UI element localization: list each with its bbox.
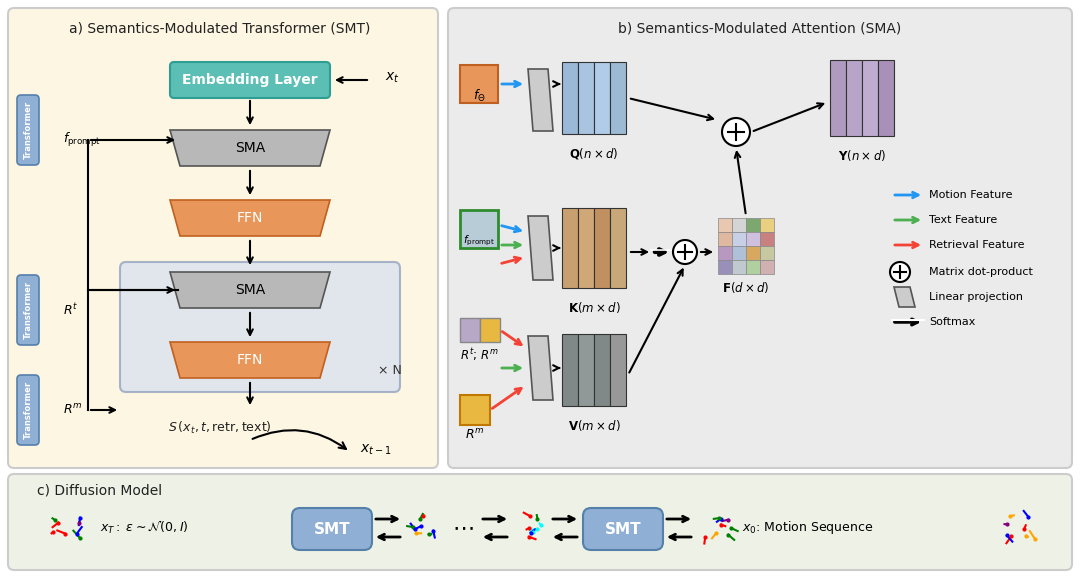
Text: $\mathbf{Q}(n \times d)$: $\mathbf{Q}(n \times d)$ <box>569 146 619 161</box>
Bar <box>594 208 610 288</box>
Bar <box>594 334 610 406</box>
Polygon shape <box>170 200 330 236</box>
Text: Softmax: Softmax <box>929 317 975 327</box>
FancyBboxPatch shape <box>17 95 39 165</box>
Bar <box>760 246 774 260</box>
Text: SMA: SMA <box>234 141 265 155</box>
Text: Embedding Layer: Embedding Layer <box>183 73 318 87</box>
Bar <box>746 260 760 274</box>
FancyBboxPatch shape <box>120 262 400 392</box>
Bar <box>718 246 732 260</box>
FancyBboxPatch shape <box>8 474 1072 570</box>
Bar <box>732 246 746 260</box>
Bar <box>718 218 732 232</box>
Bar <box>460 318 480 342</box>
Circle shape <box>673 240 697 264</box>
Text: Transformer: Transformer <box>24 281 32 339</box>
Text: SMT: SMT <box>605 522 642 537</box>
Text: c) Diffusion Model: c) Diffusion Model <box>38 483 163 497</box>
Bar <box>610 208 626 288</box>
Bar <box>732 218 746 232</box>
Polygon shape <box>528 336 553 400</box>
FancyBboxPatch shape <box>448 8 1072 468</box>
Text: FFN: FFN <box>237 353 264 367</box>
Text: $f_{\Theta}$: $f_{\Theta}$ <box>473 88 485 104</box>
FancyBboxPatch shape <box>17 275 39 345</box>
Bar <box>460 210 498 248</box>
Text: $\mathbf{F}(d \times d)$: $\mathbf{F}(d \times d)$ <box>723 280 770 295</box>
Bar <box>562 334 578 406</box>
Bar <box>460 65 498 103</box>
Polygon shape <box>170 342 330 378</box>
Text: b) Semantics-Modulated Attention (SMA): b) Semantics-Modulated Attention (SMA) <box>619 21 902 35</box>
Bar <box>732 232 746 246</box>
Bar <box>594 62 610 134</box>
Bar <box>562 62 578 134</box>
Text: Transformer: Transformer <box>24 381 32 439</box>
Bar <box>746 232 760 246</box>
FancyBboxPatch shape <box>170 62 330 98</box>
Polygon shape <box>528 216 553 280</box>
Bar <box>878 60 894 136</box>
FancyBboxPatch shape <box>292 508 372 550</box>
Bar <box>746 246 760 260</box>
Bar <box>718 260 732 274</box>
Text: $x_T:\;\epsilon\sim\mathcal{N}(0,I)$: $x_T:\;\epsilon\sim\mathcal{N}(0,I)$ <box>100 519 189 535</box>
Text: $\mathbf{K}(m \times d)$: $\mathbf{K}(m \times d)$ <box>568 300 620 315</box>
Text: SMT: SMT <box>313 522 350 537</box>
Text: Text Feature: Text Feature <box>929 215 997 225</box>
Text: $\mathbf{V}(m \times d)$: $\mathbf{V}(m \times d)$ <box>568 418 620 433</box>
Bar <box>732 260 746 274</box>
Circle shape <box>890 262 910 282</box>
Text: $x_t$: $x_t$ <box>384 71 400 85</box>
Text: Motion Feature: Motion Feature <box>929 190 1013 200</box>
Bar <box>480 318 500 342</box>
Text: $x_0$: Motion Sequence: $x_0$: Motion Sequence <box>742 519 874 535</box>
Text: Transformer: Transformer <box>24 101 32 159</box>
Text: SMA: SMA <box>234 283 265 297</box>
Text: $R^m$: $R^m$ <box>465 428 485 442</box>
Text: $R^m$: $R^m$ <box>63 403 82 417</box>
FancyArrowPatch shape <box>253 430 346 449</box>
Text: FFN: FFN <box>237 211 264 225</box>
Bar <box>578 62 594 134</box>
Bar <box>610 334 626 406</box>
Bar <box>578 208 594 288</box>
Polygon shape <box>528 69 553 131</box>
Text: $R^t;\,R^m$: $R^t;\,R^m$ <box>460 347 500 364</box>
Bar <box>760 218 774 232</box>
Text: Retrieval Feature: Retrieval Feature <box>929 240 1025 250</box>
Bar <box>831 60 846 136</box>
Bar <box>610 62 626 134</box>
Bar <box>718 232 732 246</box>
Text: Matrix dot-product: Matrix dot-product <box>929 267 1032 277</box>
Text: $f_{\mathrm{prompt}}$: $f_{\mathrm{prompt}}$ <box>63 131 102 149</box>
Bar <box>562 208 578 288</box>
FancyBboxPatch shape <box>583 508 663 550</box>
Bar <box>460 395 490 425</box>
Polygon shape <box>170 130 330 166</box>
Circle shape <box>723 118 750 146</box>
Text: $S\,(x_t, t, \mathrm{retr, text})$: $S\,(x_t, t, \mathrm{retr, text})$ <box>168 420 272 436</box>
Text: $\mathbf{Y}(n \times d)$: $\mathbf{Y}(n \times d)$ <box>838 148 886 163</box>
Text: × N: × N <box>378 364 402 377</box>
FancyBboxPatch shape <box>17 375 39 445</box>
Bar <box>746 218 760 232</box>
Text: $x_{t-1}$: $x_{t-1}$ <box>360 443 392 457</box>
Text: $f_{\mathrm{prompt}}$: $f_{\mathrm{prompt}}$ <box>463 234 495 248</box>
Text: $R^t$: $R^t$ <box>63 302 78 318</box>
FancyBboxPatch shape <box>8 8 438 468</box>
Bar <box>846 60 862 136</box>
Polygon shape <box>894 287 915 307</box>
Text: $\cdots$: $\cdots$ <box>453 517 474 537</box>
Polygon shape <box>170 272 330 308</box>
Bar <box>760 232 774 246</box>
Bar <box>862 60 878 136</box>
Bar <box>760 260 774 274</box>
Text: Linear projection: Linear projection <box>929 292 1023 302</box>
Text: a) Semantics-Modulated Transformer (SMT): a) Semantics-Modulated Transformer (SMT) <box>69 21 370 35</box>
Bar <box>578 334 594 406</box>
